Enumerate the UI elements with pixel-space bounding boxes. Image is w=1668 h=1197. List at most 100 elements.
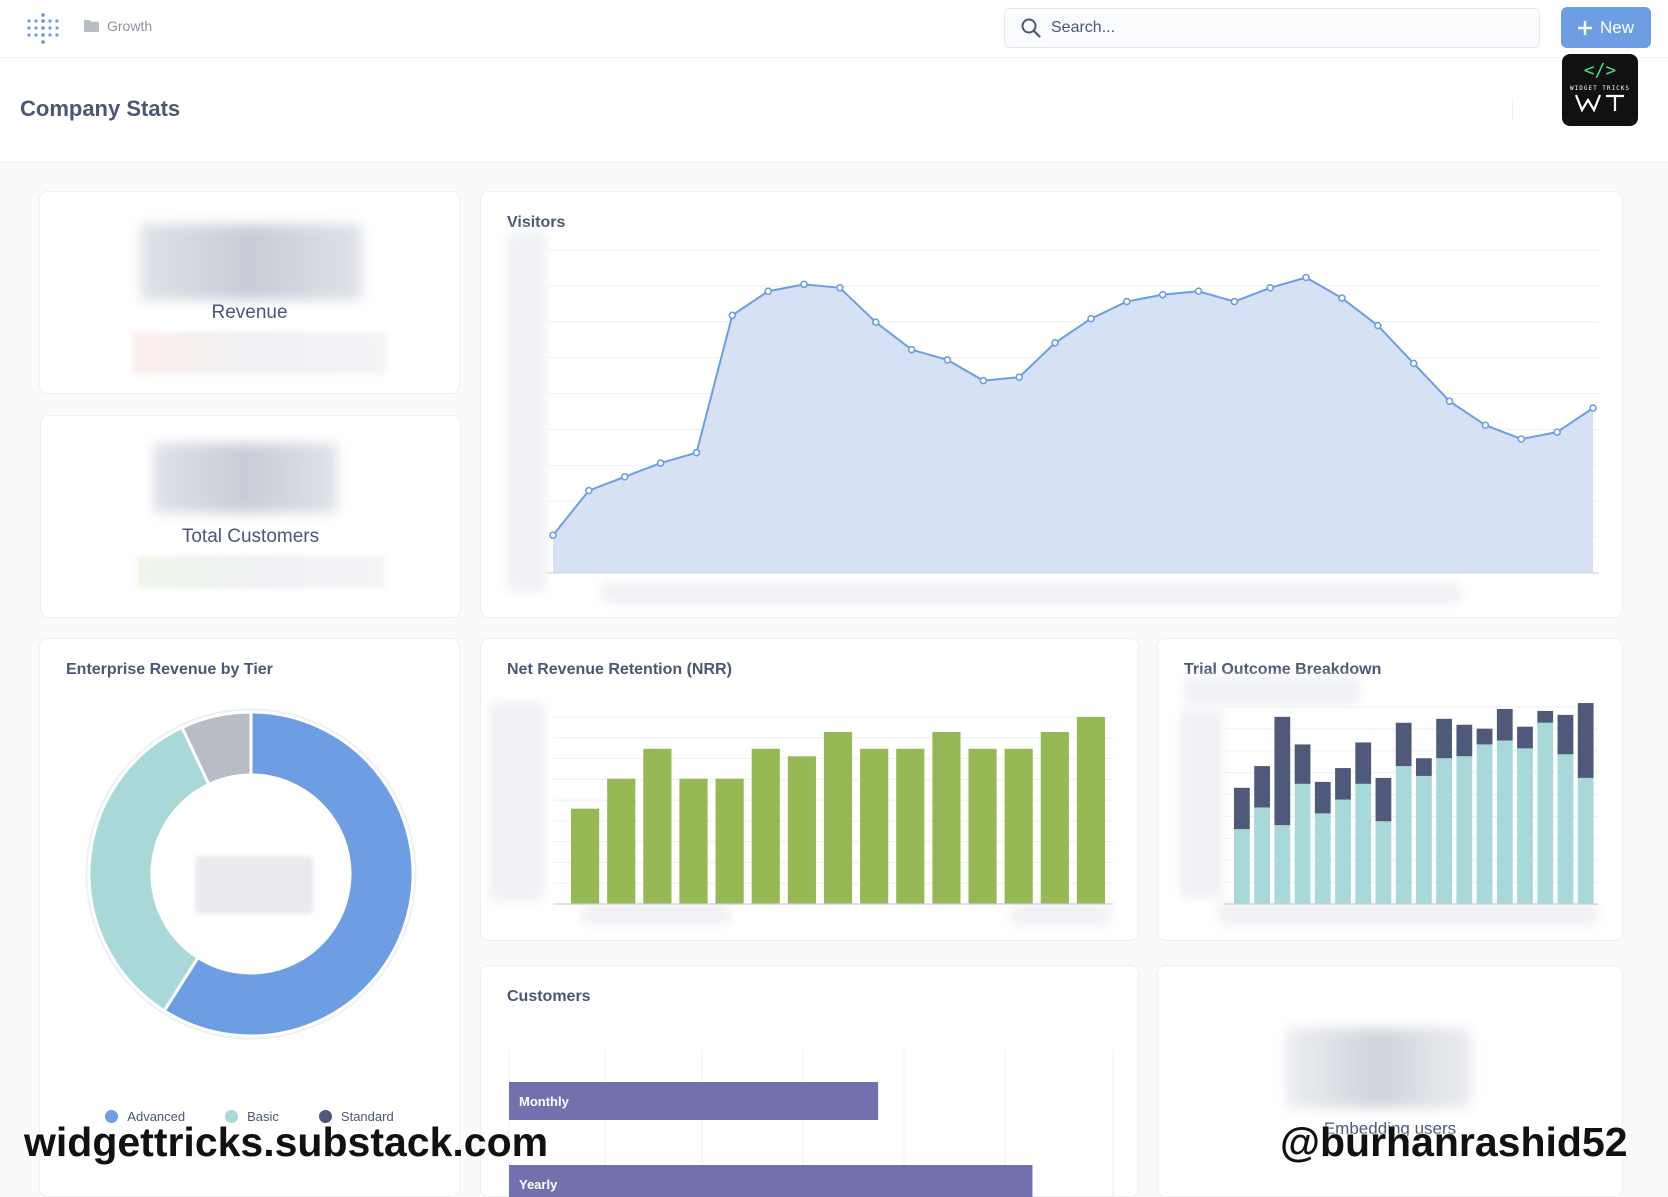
trial-bar-segment [1517,748,1533,904]
trial-bar-segment [1436,718,1452,759]
search-box[interactable] [1004,8,1540,48]
legend-label: Basic [247,1109,279,1124]
trial-bar-segment [1456,724,1473,757]
breadcrumb-collection-label: Growth [107,18,153,34]
nrr-bar [715,778,744,904]
top-navigation-bar: Growth New [0,0,1668,58]
trial-outcome-title: Trial Outcome Breakdown [1184,661,1382,678]
nrr-bar [932,731,961,904]
trial-bar-segment [1496,708,1513,741]
visitors-x-axis-redacted [601,582,1461,604]
visitors-line [552,276,1594,536]
visitors-data-point [1051,338,1059,347]
donut-slice-standard [180,710,253,787]
trial-bar-segment [1274,825,1291,904]
total-customers-trend-redacted [137,556,385,588]
revenue-card[interactable]: Revenue [39,191,460,394]
trial-bar-segment [1294,744,1311,784]
trial-bar-segment [1537,710,1554,723]
nrr-bar [823,731,853,904]
donut-slice-advanced [162,710,415,1038]
trial-bar-segment [1355,742,1372,784]
customers-title: Customers [507,988,591,1005]
customers-bar-chart: Monthly Yearly [508,1050,1114,1197]
customers-card[interactable]: Customers Monthly Yearly [480,965,1139,1197]
plus-icon [1577,20,1592,35]
revenue-value-redacted [140,224,362,300]
visitors-data-point [1087,314,1095,323]
search-input[interactable] [1051,19,1511,37]
visitors-data-point [1481,421,1490,430]
trial-bar-segment [1476,728,1493,745]
nrr-bar [896,748,925,904]
visitors-data-point [620,472,629,481]
customers-bar-yearly [509,1165,1033,1197]
visitors-data-point [1374,321,1382,330]
trial-bar-segment [1436,758,1452,904]
trial-bar-segment [1537,722,1554,904]
trial-bar-segment [1416,758,1432,776]
trial-bar-segment [1314,813,1331,904]
trial-outcome-card[interactable]: Trial Outcome Breakdown [1157,638,1623,941]
total-customers-card[interactable]: Total Customers [40,415,461,618]
embedding-users-card[interactable]: Embedding users [1157,965,1623,1197]
nrr-bar [1004,748,1033,904]
watermark-handle: @burhanrashid52 [1280,1119,1628,1165]
visitors-area-fill [553,277,1593,573]
breadcrumb[interactable]: Growth [84,18,152,34]
visitors-data-point [800,280,808,289]
embedding-users-label: Embedding users [1323,1119,1457,1138]
total-customers-value-redacted [153,443,337,513]
visitors-data-point [1445,397,1454,405]
nrr-bar [679,778,708,904]
customers-bar-label: Monthly [519,1094,570,1109]
nrr-x-axis-redacted [581,905,731,925]
header-divider [1512,98,1513,122]
trial-bar-segment [1335,799,1351,904]
trial-bar-segment [1375,777,1392,822]
customers-bar-monthly [509,1082,879,1120]
visitors-card[interactable]: Visitors [480,191,1623,618]
legend-item-basic[interactable]: Basic [225,1109,279,1124]
trial-y-axis-redacted [1180,709,1222,899]
metabase-logo-icon[interactable] [26,12,60,46]
watermark-substack: widgettricks.substack.com [24,1119,549,1165]
visitors-data-point [1230,297,1239,306]
nrr-card[interactable]: Net Revenue Retention (NRR) [480,638,1139,941]
trial-bar-segment [1234,829,1250,904]
visitors-data-point [1194,287,1203,296]
trial-x-axis-redacted [1218,903,1598,925]
nrr-title: Net Revenue Retention (NRR) [507,661,732,678]
legend-item-standard[interactable]: Standard [318,1109,394,1124]
visitors-data-point [1517,435,1526,443]
dashboard-header: Company Stats [0,58,1668,163]
nrr-bar [751,748,780,904]
nrr-bar [787,756,816,904]
trial-bar-segment [1456,756,1473,904]
page-title: Company Stats [20,96,181,121]
visitors-title: Visitors [507,214,566,231]
widget-tricks-logo: </> WIDGET TRICKS [1562,54,1638,126]
trial-bar-segment [1294,783,1311,904]
nrr-bar [968,748,997,904]
enterprise-revenue-card[interactable]: Enterprise Revenue by Tier Advanced Basi… [39,638,460,1197]
new-button-label: New [1599,17,1634,37]
nrr-bar [1076,717,1106,904]
trial-bar-segment [1395,722,1412,767]
visitors-data-point [656,459,665,467]
enterprise-revenue-title: Enterprise Revenue by Tier [66,661,273,678]
trial-bar-segment [1254,766,1270,808]
nrr-y-axis-redacted [489,701,545,901]
legend-item-advanced[interactable]: Advanced [105,1109,185,1124]
trial-legend-redacted [1184,677,1360,705]
total-customers-label: Total Customers [181,526,320,547]
donut-total-redacted [195,856,313,914]
trial-bar-segment [1314,781,1331,814]
trial-bar-segment [1476,744,1493,904]
nrr-bar [571,808,600,904]
new-button[interactable]: New [1561,7,1651,48]
donut-slice-basic [87,725,211,1013]
visitors-data-point [1553,428,1561,436]
revenue-trend-redacted [132,332,386,374]
code-brackets-icon: </> [1583,60,1617,81]
